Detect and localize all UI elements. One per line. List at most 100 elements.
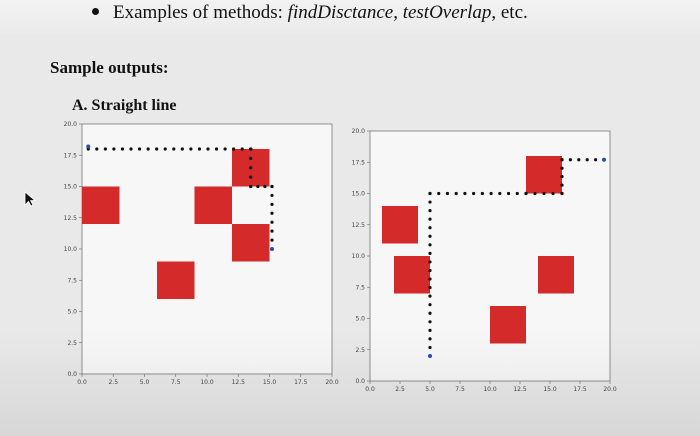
x-tick-label: 15.0 (263, 379, 277, 386)
path-dot (437, 191, 441, 196)
obstacle-square (382, 206, 418, 244)
y-tick-label: 5.0 (355, 316, 365, 323)
path-dot (180, 147, 184, 151)
y-tick-label: 20.0 (64, 121, 78, 128)
bullet-prefix: Examples of methods: (113, 2, 288, 23)
path-dot (428, 345, 432, 350)
x-tick-label: 7.5 (171, 379, 181, 386)
path-dot (480, 191, 484, 196)
y-tick-label: 10.0 (64, 246, 78, 253)
path-end-point (602, 157, 606, 162)
path-dot (568, 158, 572, 162)
x-tick-label: 7.5 (455, 386, 465, 393)
path-dot (428, 260, 432, 264)
y-tick-label: 7.5 (355, 284, 365, 291)
path-dot (524, 191, 528, 196)
x-tick-label: 15.0 (543, 386, 557, 393)
method-name-2: testOverlap (402, 2, 492, 23)
path-start-point (86, 144, 91, 149)
path-dot (270, 184, 274, 189)
path-dot (270, 238, 274, 242)
path-dot (249, 147, 253, 151)
path-dot (428, 328, 432, 332)
y-tick-label: 15.0 (64, 184, 78, 191)
mouse-cursor-icon (24, 191, 37, 207)
obstacle-square (194, 186, 232, 224)
path-dot (103, 147, 107, 151)
path-dot (463, 191, 467, 196)
sample-outputs-heading: Sample outputs: (50, 58, 169, 77)
x-tick-label: 0.0 (365, 386, 375, 393)
y-tick-label: 0.0 (67, 371, 77, 378)
plot-left: 0.0 2.5 5.0 7.5 10.0 12.5 15.0 17.5 20.0 0.0 2.5 5.… (64, 121, 339, 386)
path-dot (428, 337, 432, 341)
path-dot (270, 229, 274, 233)
path-dot (163, 147, 167, 151)
x-tick-label: 5.0 (140, 379, 150, 386)
x-tick-label: 2.5 (108, 379, 118, 386)
path-dot (270, 202, 274, 206)
path-dot (560, 191, 564, 196)
path-dot (189, 147, 193, 151)
path-dot (428, 268, 432, 273)
path-dot (197, 147, 202, 151)
obstacle-square (394, 256, 430, 294)
path-start-point (428, 354, 432, 358)
bullet-suffix: , etc. (491, 2, 528, 23)
path-dot (428, 217, 432, 221)
path-dot (506, 191, 511, 196)
path-dot (472, 191, 476, 196)
path-dot (240, 147, 244, 151)
path-dot (533, 191, 537, 196)
x-tick-label: 5.0 (425, 386, 435, 393)
path-dot (249, 184, 253, 189)
path-dot (428, 277, 432, 281)
x-tick-label: 0.0 (77, 379, 87, 386)
path-dot (498, 191, 502, 196)
obstacle-square (490, 306, 526, 344)
path-dot (270, 220, 274, 224)
y-tick-label: 7.5 (67, 277, 77, 284)
x-tick-label: 10.0 (200, 379, 214, 386)
path-dot (270, 193, 274, 198)
x-tick-label: 2.5 (395, 386, 405, 393)
path-dot (129, 147, 133, 151)
path-dot (172, 147, 176, 151)
y-tick-label: 2.5 (67, 340, 77, 347)
obstacle-square (232, 224, 270, 262)
path-dot (120, 147, 125, 151)
path-dot (428, 251, 432, 255)
x-tick-label: 10.0 (483, 386, 497, 393)
y-tick-label: 2.5 (355, 347, 365, 354)
path-dot (214, 147, 219, 151)
path-dot (155, 147, 159, 151)
path-end-point (270, 247, 274, 251)
straight-line-subheading: A. Straight line (72, 97, 177, 114)
obstacle-square (526, 156, 562, 194)
x-tick-label: 20.0 (603, 386, 617, 393)
path-dot (428, 243, 432, 247)
path-dot (270, 211, 274, 215)
path-dot (542, 191, 546, 196)
path-dot (428, 311, 432, 315)
y-tick-label: 0.0 (355, 378, 365, 385)
path-dot (577, 158, 581, 162)
x-tick-label: 12.5 (513, 386, 527, 393)
x-tick-label: 17.5 (294, 379, 308, 386)
path-dot (560, 166, 564, 170)
path-dot (560, 158, 564, 162)
path-dot (454, 191, 458, 196)
path-dot (263, 184, 267, 189)
path-dot (428, 234, 432, 238)
path-dot (112, 147, 116, 151)
obstacle-square (538, 256, 574, 294)
path-dot (594, 158, 598, 162)
path-dot (249, 175, 253, 179)
x-tick-label: 17.5 (573, 386, 587, 393)
y-tick-label: 10.0 (352, 253, 366, 260)
method-name-1: findDisctance (287, 2, 394, 23)
path-dot (249, 156, 253, 160)
y-tick-label: 12.5 (352, 222, 366, 229)
obstacle-square (82, 186, 120, 224)
y-tick-label: 5.0 (67, 309, 77, 316)
